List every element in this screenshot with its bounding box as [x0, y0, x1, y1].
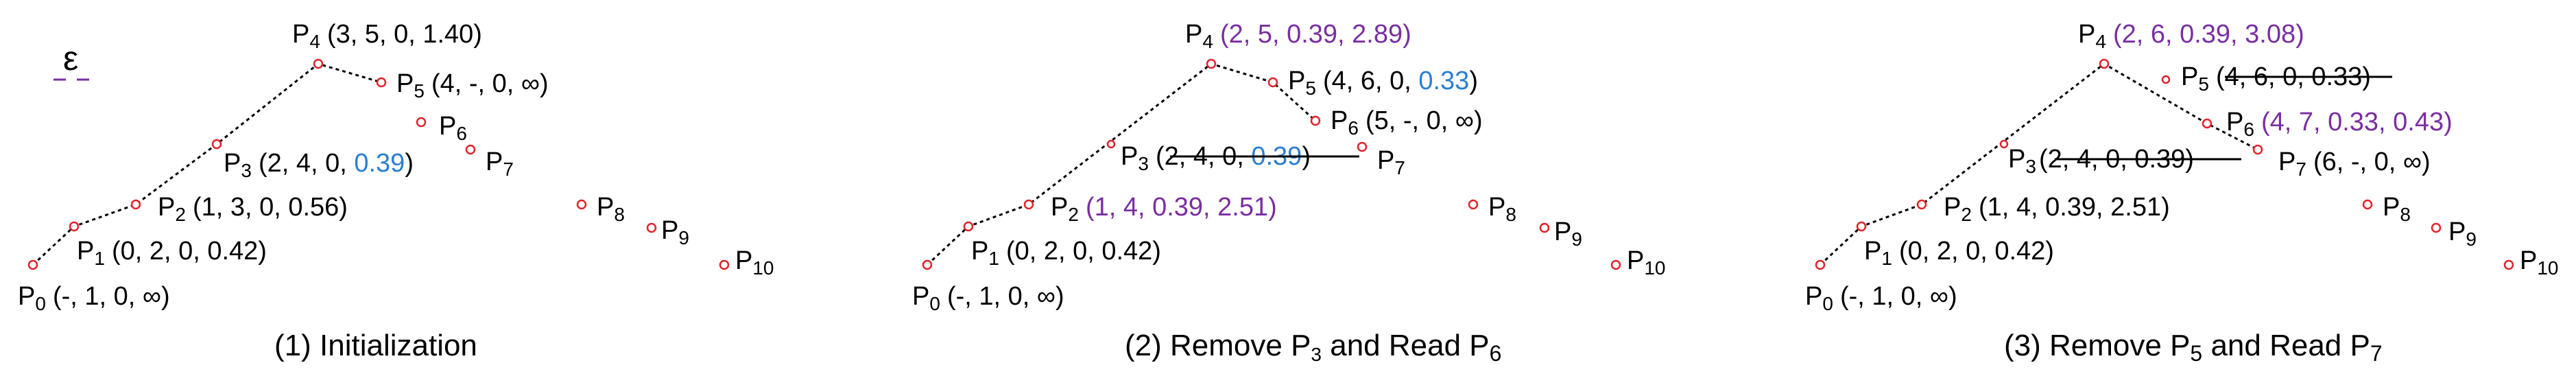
panel-2-label-p4: P4 (2, 5, 0.39, 2.89)	[1185, 20, 1411, 52]
panel-1-label-p6: P6	[439, 112, 467, 144]
panel-3-point-p8	[2362, 199, 2373, 210]
panel-2-point-p5	[1267, 77, 1278, 88]
panel-1-label-p3: P3 (2, 4, 0, 0.39)	[224, 149, 414, 181]
panel-1-label-p4: P4 (3, 5, 0, 1.40)	[292, 20, 482, 52]
panel-1-label-p10: P10	[735, 246, 774, 279]
panel-3-label-p2: P2 (1, 4, 0.39, 2.51)	[1944, 193, 2170, 225]
panel-1: P0 (-, 1, 0, ∞) P1 (0, 2, 0, 0.42) P2 (1, 3…	[18, 20, 774, 362]
panel-3-trajectory	[1819, 62, 2258, 266]
panel-3-label-p6: P6 (4, 7, 0.33, 0.43)	[2226, 108, 2453, 140]
panel-1-point-p1	[69, 221, 80, 232]
panel-3-point-p6	[2202, 118, 2213, 129]
panel-2-point-p6	[1310, 115, 1321, 126]
panel-3-label-p4: P4 (2, 6, 0.39, 3.08)	[2078, 20, 2304, 52]
panel-3-point-p1	[1856, 221, 1867, 232]
panel-1-label-p7: P7	[486, 148, 514, 180]
panel-2-label-p10: P10	[1627, 246, 1666, 279]
panel-3-point-p5	[2161, 75, 2171, 84]
panel-2-caption: (2) Remove P3 and Read P6	[1125, 329, 1501, 366]
epsilon-symbol: ε	[63, 39, 78, 78]
panel-3-label-p10: P10	[2520, 246, 2559, 279]
panel-2-label-p5: P5 (4, 6, 0, 0.33)	[1288, 67, 1478, 99]
panel-1-point-p0	[27, 259, 38, 270]
panel-3-label-p1: P1 (0, 2, 0, 0.42)	[1864, 237, 2054, 269]
panel-1-point-p3	[211, 139, 222, 150]
panel-1-label-p0: P0 (-, 1, 0, ∞)	[18, 282, 170, 314]
panel-3-point-p2	[1916, 199, 1927, 210]
panel-1-label-p8: P8	[597, 193, 625, 225]
panel-2-label-p6: P6 (5, -, 0, ∞)	[1331, 106, 1483, 139]
panel-1-point-p8	[576, 199, 587, 210]
panel-3-point-p10	[2503, 259, 2514, 270]
panel-1-label-p2: P2 (1, 3, 0, 0.56)	[158, 193, 348, 225]
panel-3-caption: (3) Remove P5 and Read P7	[2004, 329, 2383, 366]
panel-3-label-p5: P5 (4, 6, 0, 0.33)	[2181, 62, 2371, 95]
panel-2-point-p9	[1539, 222, 1550, 233]
panel-1-point-p5	[376, 77, 387, 88]
panel-3-point-p7	[2252, 144, 2263, 155]
panel-2-label-p2: P2 (1, 4, 0.39, 2.51)	[1051, 193, 1277, 225]
panel-2-trajectory	[926, 62, 1317, 266]
panel-3: P0 (-, 1, 0, ∞) P1 (0, 2, 0, 0.42) P2 (1, 4…	[1805, 20, 2559, 366]
panel-3-label-p7: P7 (6, -, 0, ∞)	[2278, 148, 2431, 180]
panel-2-label-p8: P8	[1488, 193, 1516, 225]
panel-2-point-p8	[1468, 199, 1479, 210]
panel-2-point-p10	[1610, 259, 1621, 270]
panel-2-label-p1: P1 (0, 2, 0, 0.42)	[971, 237, 1161, 269]
panel-3-point-p4	[2099, 58, 2110, 69]
panel-2: P0 (-, 1, 0, ∞) P1 (0, 2, 0, 0.42) P2 (1, 4…	[912, 20, 1666, 366]
panel-2-point-p2	[1023, 199, 1034, 210]
panel-1-point-p7	[465, 144, 476, 155]
panel-1-point-p10	[719, 259, 730, 270]
panel-2-point-p7	[1357, 141, 1368, 152]
panel-2-point-p0	[922, 259, 933, 270]
panel-3-label-p9: P9	[2448, 218, 2477, 250]
panel-2-point-p4	[1206, 58, 1217, 69]
panel-1-point-p9	[646, 222, 657, 233]
panel-1-trajectory	[32, 62, 382, 266]
panel-3-point-p3	[1999, 139, 2009, 149]
panel-1-label-p9: P9	[661, 216, 689, 248]
panel-2-label-p9: P9	[1554, 218, 1582, 250]
panel-3-label-p8: P8	[2383, 193, 2411, 225]
panel-3-point-p9	[2431, 222, 2442, 233]
panel-3-label-p0: P0 (-, 1, 0, ∞)	[1805, 282, 1957, 314]
panel-1-label-p1: P1 (0, 2, 0, 0.42)	[77, 237, 267, 269]
panel-3-label-p3: P3 (2, 4, 0, 0.39)	[2008, 145, 2194, 177]
panel-2-label-p0: P0 (-, 1, 0, ∞)	[912, 282, 1064, 314]
panel-2-label-p3: P3 (2, 4, 0, 0.39)	[1121, 142, 1311, 174]
panel-1-label-p5: P5 (4, -, 0, ∞)	[396, 69, 549, 102]
panel-1-point-p2	[130, 199, 141, 210]
panel-2-point-p1	[963, 221, 974, 232]
panel-2-point-p3	[1106, 139, 1116, 149]
panel-2-label-p7: P7	[1377, 146, 1405, 178]
panel-1-caption: (1) Initialization	[274, 329, 477, 362]
panel-1-point-p6	[416, 117, 427, 128]
panel-1-point-p4	[313, 58, 324, 69]
epsilon-legend: ε	[53, 39, 89, 81]
panel-3-point-p0	[1815, 259, 1826, 270]
